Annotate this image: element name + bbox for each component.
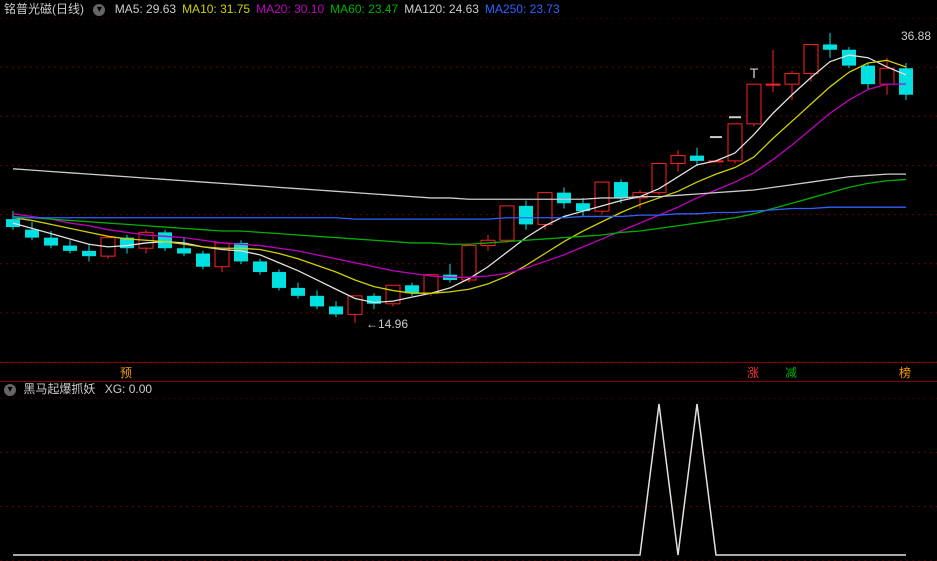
candle-body-up — [215, 243, 229, 267]
candle-body-down — [519, 206, 533, 225]
candle-body-down — [842, 50, 856, 66]
candle-body-up — [538, 193, 552, 225]
candle-body-down — [177, 248, 191, 253]
ma-legend-item: MA5: 29.63 — [115, 2, 176, 16]
last-price-label: 36.88 — [899, 29, 933, 43]
candle-body-down — [82, 251, 96, 256]
candle-body-down — [861, 66, 875, 85]
sub-indicator-legend: ▾ 黑马起爆抓妖 XG: 0.00 — [0, 380, 937, 398]
candle-body-down — [557, 193, 571, 204]
candle-body-down — [329, 306, 343, 314]
candle-body-down — [196, 254, 210, 267]
event-marker: 减 — [785, 364, 797, 381]
sub-indicator-value: XG: 0.00 — [105, 382, 152, 396]
candle-body-down — [310, 296, 324, 307]
candle-body-up — [766, 84, 780, 85]
ma-legend-item: MA10: 31.75 — [182, 2, 250, 16]
candle-body-up — [500, 206, 514, 240]
event-marker: 榜 — [899, 364, 911, 381]
main-chart-legend: 铭普光磁(日线) ▾ MA5: 29.63 MA10: 31.75 MA20: 30… — [0, 0, 937, 18]
event-marker: 涨 — [747, 364, 759, 381]
candle-body-down — [690, 156, 704, 161]
ma-legend-item: MA250: 23.73 — [485, 2, 560, 16]
candle-body-up — [804, 44, 818, 73]
event-marker: 预 — [120, 364, 132, 381]
stock-title: 铭普光磁(日线) — [4, 2, 84, 16]
candle-body-up — [785, 74, 799, 85]
candle-body-down — [291, 288, 305, 296]
candle-body-up — [424, 275, 438, 294]
chart-container: 铭普光磁(日线) ▾ MA5: 29.63 MA10: 31.75 MA20: 30… — [0, 0, 937, 561]
candle-body-down — [272, 272, 286, 288]
event-marker-row: 预涨减榜 — [0, 362, 937, 382]
candle-body-down — [253, 261, 267, 272]
candle-body-down — [63, 246, 77, 251]
candle-body-down — [158, 232, 172, 248]
ma-legend-item: MA60: 23.47 — [330, 2, 398, 16]
ma-line — [13, 60, 906, 293]
ma-line — [13, 169, 906, 199]
candle-body-down — [614, 182, 628, 198]
candle-body-up — [747, 84, 761, 124]
main-candlestick-chart[interactable]: T — [0, 18, 937, 362]
toggle-icon[interactable]: ▾ — [93, 4, 105, 16]
sub-indicator-chart[interactable] — [0, 398, 937, 561]
sub-indicator-line — [13, 404, 906, 555]
candle-body-down — [25, 230, 39, 238]
t-marker: T — [750, 65, 759, 81]
ma-legend-item: MA20: 30.10 — [256, 2, 324, 16]
candle-body-down — [44, 238, 58, 246]
ma-legend-item: MA120: 24.63 — [404, 2, 479, 16]
toggle-icon[interactable]: ▾ — [4, 384, 16, 396]
candle-body-down — [823, 44, 837, 49]
low-price-label: ←14.96 — [364, 317, 410, 331]
candle-body-up — [671, 156, 685, 164]
candle-body-up — [880, 68, 894, 84]
sub-indicator-title: 黑马起爆抓妖 — [23, 382, 95, 396]
